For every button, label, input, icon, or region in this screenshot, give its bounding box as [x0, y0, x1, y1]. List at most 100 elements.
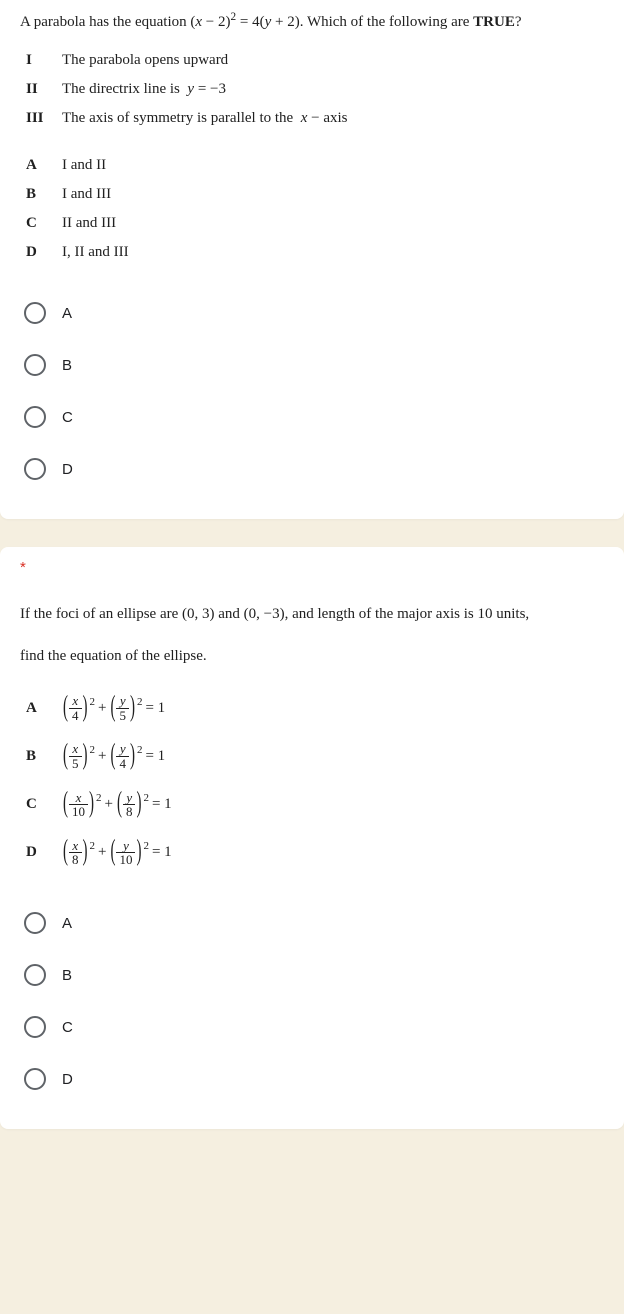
radio-label: D — [62, 461, 73, 478]
paren-right-icon: ) — [135, 790, 142, 820]
fraction: x 8 — [69, 839, 82, 867]
eq-expression: ( x 5 ) 2 + ( y 4 ) 2 = 1 — [62, 742, 168, 770]
statement-key: I — [20, 52, 62, 69]
eq-key: D — [20, 844, 62, 861]
paren-right-icon: ) — [88, 790, 95, 820]
q1-choices: A I and II B I and III C II and III D I,… — [20, 151, 604, 267]
statement-row: II The directrix line is y = −3 — [20, 75, 604, 104]
radio-option-b[interactable]: B — [20, 339, 604, 391]
radio-icon — [24, 354, 46, 376]
fraction: x 5 — [69, 742, 82, 770]
question-card-1: A parabola has the equation (x − 2)2 = 4… — [0, 0, 624, 519]
eq-option-d: D ( x 8 ) 2 + ( y 10 ) 2 = 1 — [20, 829, 604, 877]
fraction: y 4 — [116, 742, 129, 770]
q2-equation-options: A ( x 4 ) 2 + ( y 5 ) 2 = 1 — [20, 684, 604, 877]
paren-right-icon: ) — [129, 693, 136, 723]
radio-label: A — [62, 305, 72, 322]
plus-sign: + — [98, 844, 106, 861]
paren-left-icon: ( — [109, 693, 116, 723]
paren-left-icon: ( — [109, 838, 116, 868]
eq-rhs: = 1 — [145, 700, 165, 717]
choice-text: I and III — [62, 186, 111, 203]
eq-rhs: = 1 — [152, 796, 172, 813]
choice-text: I and II — [62, 157, 106, 174]
question-card-2: * If the foci of an ellipse are (0, 3) a… — [0, 547, 624, 1129]
exponent: 2 — [143, 793, 149, 804]
q1-stem: A parabola has the equation (x − 2)2 = 4… — [20, 8, 604, 44]
fraction: y 10 — [116, 839, 135, 867]
q1-radio-group: A B C D — [20, 287, 604, 495]
radio-option-c[interactable]: C — [20, 391, 604, 443]
paren-left-icon: ( — [62, 838, 69, 868]
exponent: 2 — [90, 745, 96, 756]
exponent: 2 — [137, 697, 143, 708]
eq-key: A — [20, 700, 62, 717]
choice-row: C II and III — [20, 209, 604, 238]
choice-key: B — [20, 186, 62, 203]
radio-label: C — [62, 1019, 73, 1036]
eq-expression: ( x 8 ) 2 + ( y 10 ) 2 = 1 — [62, 839, 175, 867]
exponent: 2 — [90, 697, 96, 708]
plus-sign: + — [105, 796, 113, 813]
paren-left-icon: ( — [116, 790, 123, 820]
eq-option-b: B ( x 5 ) 2 + ( y 4 ) 2 = 1 — [20, 732, 604, 780]
paren-left-icon: ( — [62, 790, 69, 820]
q1-statements: I The parabola opens upward II The direc… — [20, 46, 604, 133]
eq-key: B — [20, 748, 62, 765]
paren-left-icon: ( — [109, 741, 116, 771]
radio-option-d[interactable]: D — [20, 1053, 604, 1105]
radio-label: D — [62, 1071, 73, 1088]
choice-row: A I and II — [20, 151, 604, 180]
choice-key: A — [20, 157, 62, 174]
eq-option-c: C ( x 10 ) 2 + ( y 8 ) 2 = 1 — [20, 781, 604, 829]
radio-icon — [24, 406, 46, 428]
radio-icon — [24, 912, 46, 934]
eq-expression: ( x 4 ) 2 + ( y 5 ) 2 = 1 — [62, 694, 168, 722]
statement-key: III — [20, 110, 62, 127]
paren-right-icon: ) — [82, 693, 89, 723]
statement-row: I The parabola opens upward — [20, 46, 604, 75]
statement-key: II — [20, 81, 62, 98]
radio-icon — [24, 458, 46, 480]
eq-rhs: = 1 — [152, 844, 172, 861]
fraction: y 5 — [116, 694, 129, 722]
radio-icon — [24, 1068, 46, 1090]
choice-row: B I and III — [20, 180, 604, 209]
fraction: x 4 — [69, 694, 82, 722]
radio-icon — [24, 1016, 46, 1038]
paren-right-icon: ) — [129, 741, 136, 771]
radio-label: B — [62, 967, 72, 984]
paren-right-icon: ) — [82, 838, 89, 868]
radio-icon — [24, 964, 46, 986]
radio-label: B — [62, 357, 72, 374]
eq-rhs: = 1 — [145, 748, 165, 765]
radio-icon — [24, 302, 46, 324]
choice-text: II and III — [62, 215, 116, 232]
plus-sign: + — [98, 700, 106, 717]
choice-key: C — [20, 215, 62, 232]
radio-option-a[interactable]: A — [20, 897, 604, 949]
fraction: x 10 — [69, 791, 88, 819]
radio-option-c[interactable]: C — [20, 1001, 604, 1053]
choice-key: D — [20, 244, 62, 261]
choice-row: D I, II and III — [20, 238, 604, 267]
paren-left-icon: ( — [62, 693, 69, 723]
q2-radio-group: A B C D — [20, 897, 604, 1105]
fraction: y 8 — [123, 791, 136, 819]
radio-option-d[interactable]: D — [20, 443, 604, 495]
eq-option-a: A ( x 4 ) 2 + ( y 5 ) 2 = 1 — [20, 684, 604, 732]
exponent: 2 — [143, 841, 149, 852]
plus-sign: + — [98, 748, 106, 765]
eq-expression: ( x 10 ) 2 + ( y 8 ) 2 = 1 — [62, 791, 175, 819]
radio-option-a[interactable]: A — [20, 287, 604, 339]
radio-option-b[interactable]: B — [20, 949, 604, 1001]
exponent: 2 — [90, 841, 96, 852]
paren-left-icon: ( — [62, 741, 69, 771]
radio-label: A — [62, 915, 72, 932]
radio-label: C — [62, 409, 73, 426]
required-star: * — [20, 547, 604, 600]
statement-row: III The axis of symmetry is parallel to … — [20, 104, 604, 133]
paren-right-icon: ) — [135, 838, 142, 868]
eq-key: C — [20, 796, 62, 813]
statement-text: The axis of symmetry is parallel to the … — [62, 110, 348, 127]
